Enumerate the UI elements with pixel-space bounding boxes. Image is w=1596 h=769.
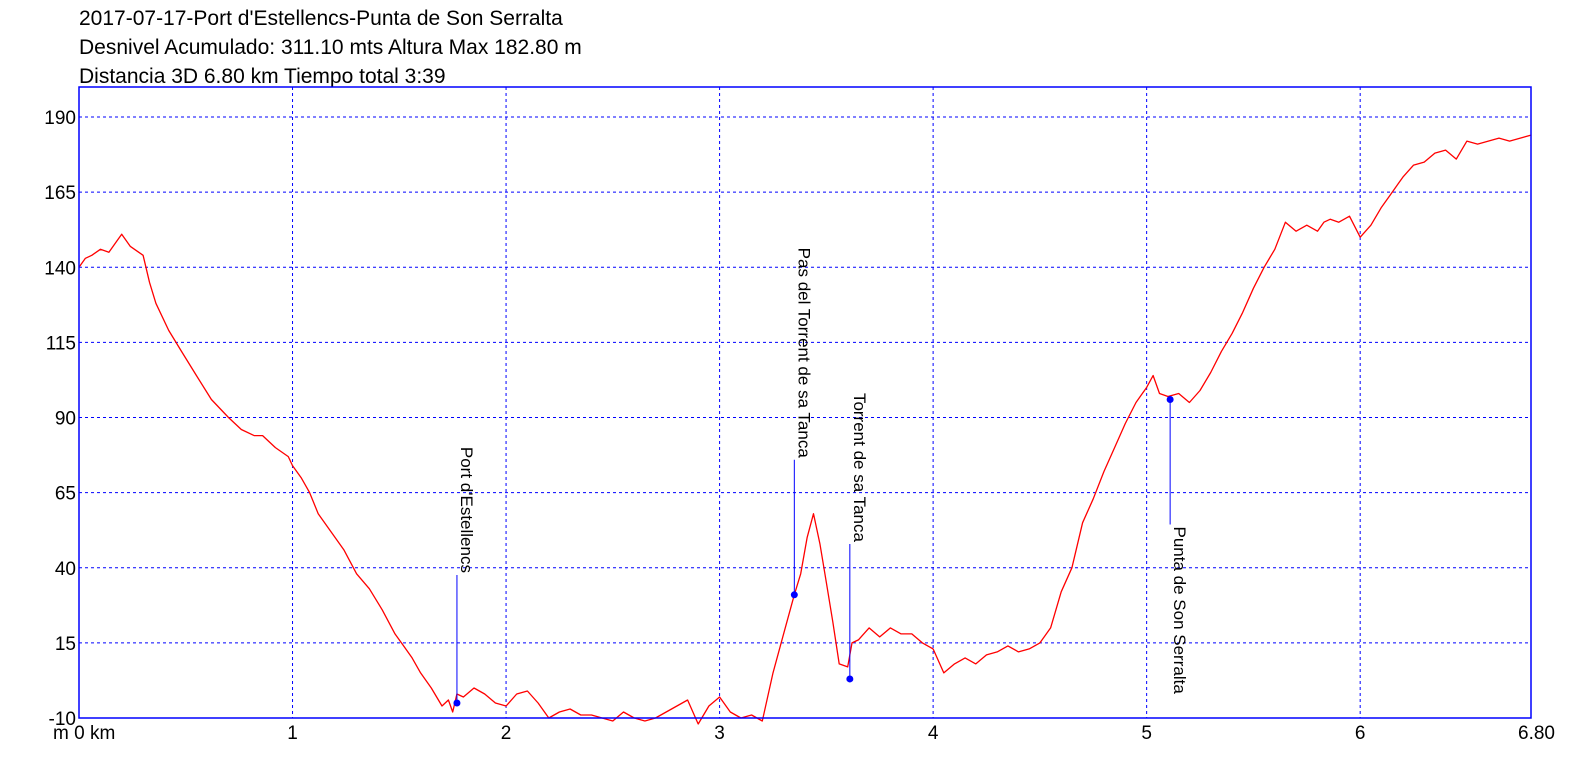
elevation-profile-line (78, 134, 1532, 725)
x-tick-label: 3 (714, 723, 725, 744)
waypoint-label: Pas del Torrent de sa Tanca (794, 248, 813, 459)
x-tick-label: 4 (928, 723, 939, 744)
profile-line-layer (78, 134, 1532, 725)
x-tick-label: 6 (1355, 723, 1366, 744)
y-tick-label: -10 (49, 709, 76, 730)
chart-header: 2017-07-17-Port d'Estellencs-Punta de So… (79, 4, 582, 91)
waypoint-label: Torrent de sa Tanca (850, 393, 869, 543)
y-tick-label: 140 (44, 258, 76, 279)
waypoint-marker (453, 699, 461, 707)
y-tick-label: 15 (55, 634, 76, 655)
y-tick-label: 190 (44, 108, 76, 129)
chart-stats-distance: Distancia 3D 6.80 km Tiempo total 3:39 (79, 65, 446, 88)
x-tick-label: 1 (287, 723, 298, 744)
x-tick-label: 2 (501, 723, 512, 744)
waypoint-marker (790, 591, 798, 599)
waypoint-layer: Port d'Estellencs Pas del Torrent de sa T… (453, 248, 1189, 707)
tick-label-layer: -10 15 40 65 90 115 140 165 190 m 0 km 1 2 3 4 5 6 6.80 (44, 108, 1555, 744)
waypoint-label: Punta de Son Serralta (1170, 526, 1189, 694)
x-tick-label: m 0 km (53, 723, 115, 744)
chart-stats-elevation: Desnivel Acumulado: 311.10 mts Altura Ma… (79, 36, 582, 59)
x-tick-label: 6.80 (1518, 723, 1555, 744)
y-tick-label: 40 (55, 559, 76, 580)
y-tick-label: 165 (44, 183, 76, 204)
y-tick-label: 115 (46, 333, 76, 354)
y-tick-label: 65 (55, 484, 76, 505)
y-tick-label: 90 (55, 409, 76, 430)
waypoint-label: Port d'Estellencs (457, 447, 476, 573)
chart-title: 2017-07-17-Port d'Estellencs-Punta de So… (79, 7, 563, 30)
grid-layer (79, 87, 1531, 718)
waypoint-marker (846, 675, 854, 683)
waypoint-marker (1166, 395, 1174, 403)
x-tick-label: 5 (1141, 723, 1152, 744)
plot-frame (78, 86, 1532, 719)
